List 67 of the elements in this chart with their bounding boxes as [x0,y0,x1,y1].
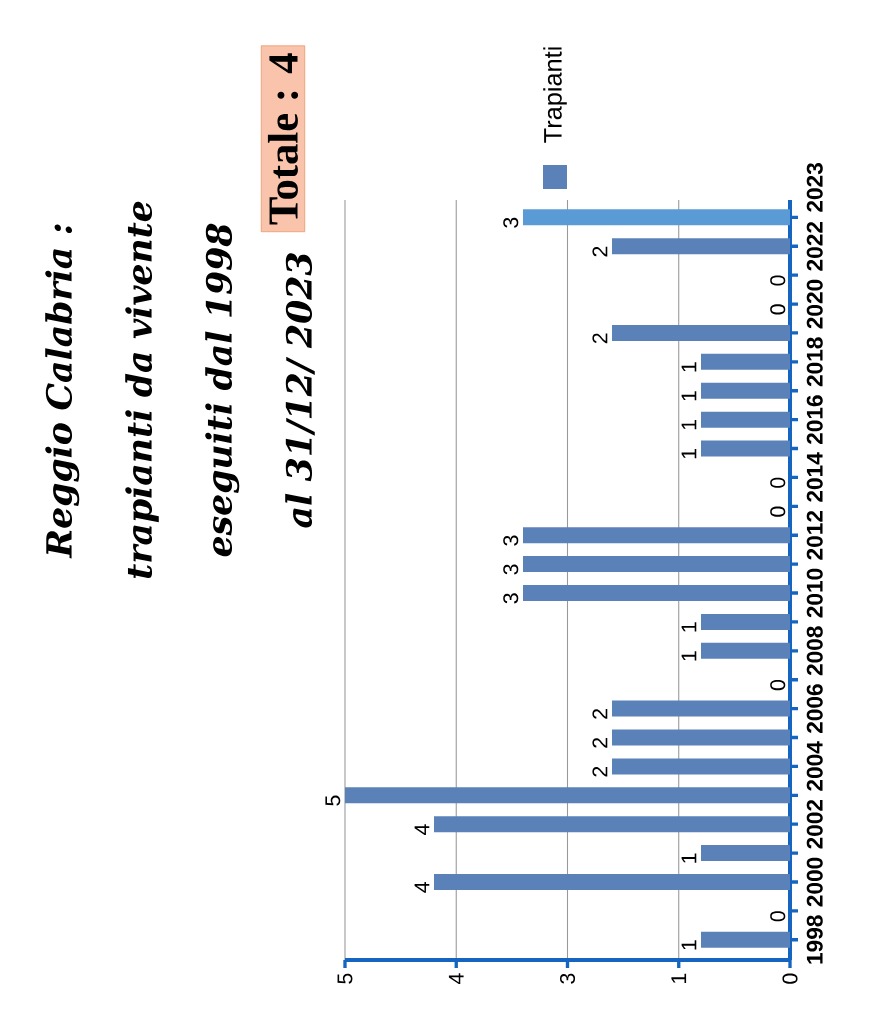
y-tick-label: 2023 [806,163,823,212]
data-label: 3 [503,593,519,604]
bar [700,613,790,630]
text: Trapianti [543,47,567,143]
data-label: 1 [681,853,697,863]
x-tick-label: 5 [337,973,353,984]
data-label: 1 [681,651,697,661]
data-label: 0 [770,911,786,922]
data-label: 3 [503,217,519,228]
y-tick-label: 2012 [806,510,823,560]
data-label: 1 [681,622,697,632]
x-tick-label: 0 [782,973,798,984]
data-label: 3 [503,564,519,575]
data-label: 1 [681,391,697,401]
bar [611,729,790,746]
data-label: 2 [592,766,608,777]
data-label: 0 [770,506,786,517]
bar [523,527,790,544]
y-tick-label: 2018 [806,337,823,387]
data-label: 1 [681,420,697,430]
bar [700,931,790,948]
data-label: 4 [414,824,430,835]
bar [611,238,790,255]
x-tick-label: 3 [559,973,576,984]
text: Totale : 4 [267,53,299,225]
bar [611,758,790,775]
data-label: 2 [592,737,608,748]
bar [523,209,790,226]
data-label: 0 [770,304,786,315]
bar [434,874,790,890]
y-tick-label: 2006 [806,684,823,734]
bar [700,382,790,399]
bar [700,411,790,428]
bar [523,556,790,573]
bar [700,440,790,457]
data-label: 0 [770,477,786,488]
y-tick-label: 2014 [806,452,823,502]
y-tick-label: 2008 [806,626,823,676]
bar [700,353,790,370]
y-tick-label: 2022 [806,221,823,271]
data-label: 2 [592,246,608,257]
x-tick-label: 1 [671,973,687,983]
data-label: 3 [503,535,519,546]
y-tick-label: 1998 [806,915,823,964]
x-tick-label: 4 [448,973,464,985]
data-label: 1 [681,362,697,372]
data-label: 0 [770,275,786,286]
data-label: 0 [770,679,786,691]
y-tick-label: 2002 [806,799,823,849]
y-tick-label: 2004 [806,741,823,791]
data-label: 2 [592,709,608,719]
bar [434,816,790,833]
y-tick-label: 2010 [806,568,823,618]
data-label: 1 [681,940,697,950]
data-label: 1 [681,448,697,459]
y-tick-label: 2016 [806,395,823,445]
data-label: 2 [592,333,608,344]
y-tick-label: 2020 [806,279,823,329]
bar [344,787,790,804]
data-label: 5 [325,795,341,806]
bar [700,845,790,862]
bar [523,585,790,602]
bar [611,700,790,717]
bar [700,642,790,659]
y-tick-label: 2000 [806,857,823,907]
data-label: 4 [414,882,430,893]
bar [611,324,790,341]
